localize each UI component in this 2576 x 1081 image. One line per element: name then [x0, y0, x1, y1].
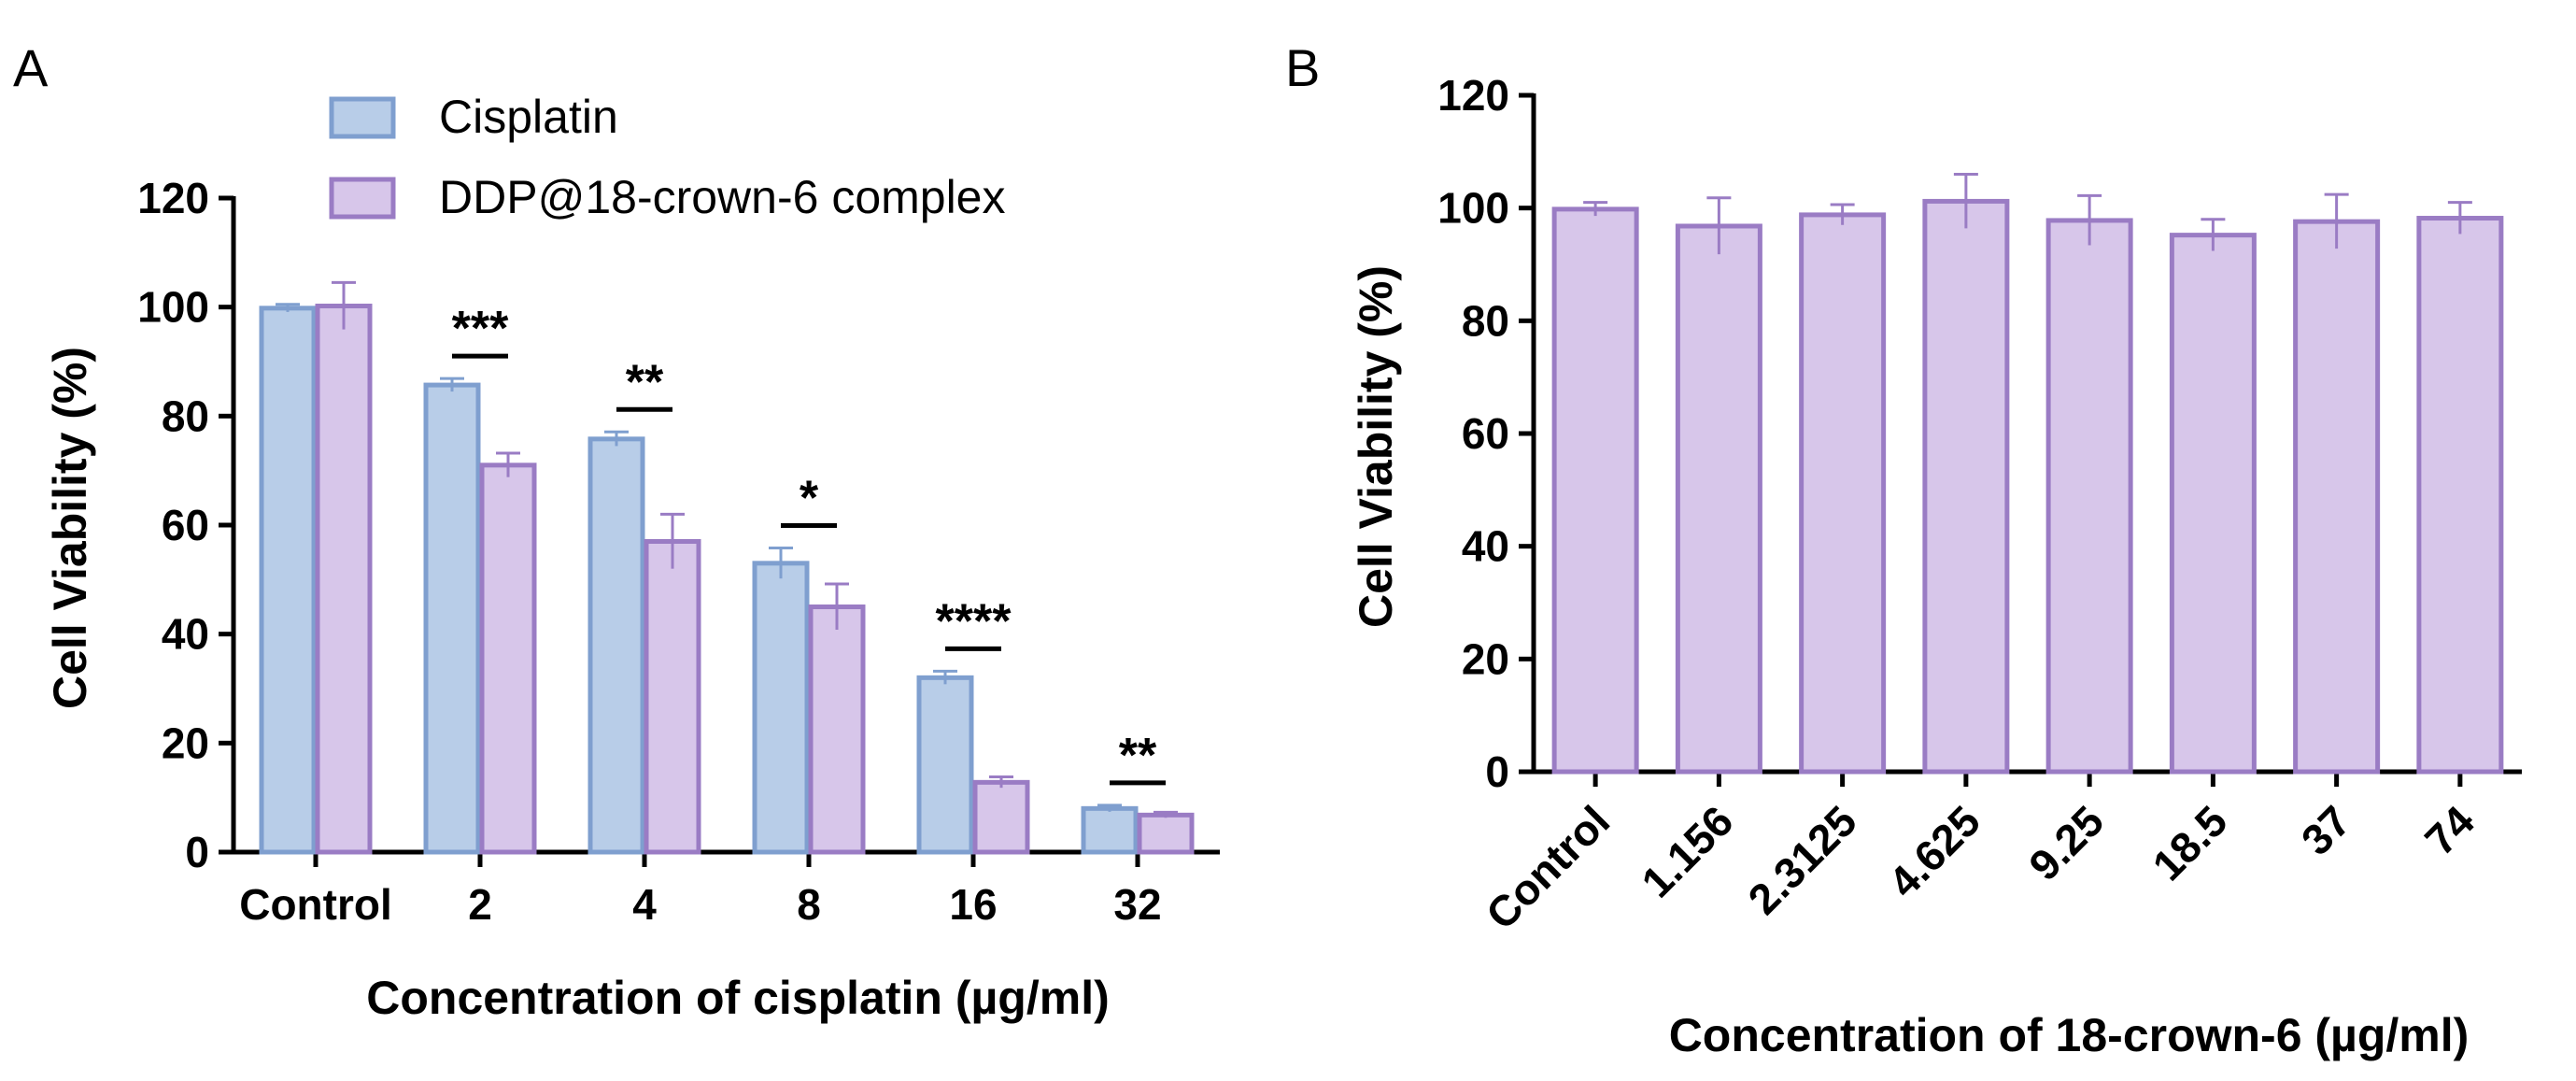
panel-b-letter: B: [1285, 38, 1320, 97]
panel-b-bar: [2169, 233, 2257, 775]
panel-b-bar: [1799, 212, 1887, 775]
panel-a-x-tick-label: 16: [949, 880, 997, 929]
panel-b-y-tick-label: 100: [1437, 184, 1509, 233]
panel-a-bar-complex: [972, 779, 1030, 855]
panel-b-bar: [1675, 223, 1762, 775]
panel-a-y-tick-label: 120: [137, 174, 209, 222]
panel-a-y-tick-label: 0: [185, 828, 209, 876]
panel-a-y-tick-label: 20: [162, 718, 209, 767]
panel-a-bar-cisplatin: [752, 561, 810, 855]
panel-a-x-axis-title: Concentration of cisplatin (µg/ml): [366, 972, 1109, 1024]
panel-a-letter: A: [13, 38, 49, 97]
panel-a-significance-label: ****: [936, 594, 1012, 648]
panel-b-y-axis-title: Cell Viability (%): [1350, 265, 1402, 628]
panel-a-bar-complex: [808, 605, 866, 855]
panel-a-significance-label: ***: [452, 302, 509, 356]
panel-a-y-tick-label: 60: [162, 501, 209, 549]
panel-b-y-tick-label: 80: [1462, 296, 1509, 345]
legend-swatch-cisplatin: [329, 96, 396, 139]
panel-a-bar-cisplatin: [1081, 805, 1139, 855]
panel-a-y-tick-label: 80: [162, 391, 209, 440]
panel-a-significance-label: **: [626, 355, 664, 409]
panel-b-bar: [1551, 206, 1639, 775]
legend-label-complex: DDP@18-crown-6 complex: [439, 171, 1006, 223]
panel-a-bar-complex: [315, 304, 373, 855]
panel-b-y-tick-label: 60: [1462, 409, 1509, 458]
panel-a-legend: Cisplatin DDP@18-crown-6 complex: [329, 91, 1006, 223]
panel-a-x-tick-label: 32: [1113, 880, 1161, 929]
legend-label-cisplatin: Cisplatin: [439, 91, 618, 143]
panel-b-x-axis-title: Concentration of 18-crown-6 (µg/ml): [1669, 1009, 2470, 1061]
panel-b-y-tick-label: 20: [1462, 634, 1509, 683]
panel-a-bar-cisplatin: [916, 675, 974, 855]
panel-a-significance-label: *: [800, 472, 819, 526]
panel-a-x-tick-label: 2: [468, 880, 492, 929]
legend-swatch-complex: [329, 177, 396, 220]
panel-a-bar-cisplatin: [259, 306, 317, 855]
panel-b-bars: [1551, 172, 2504, 775]
panel-b-bar: [1922, 198, 2010, 775]
panel-b-y-tick-label: 40: [1462, 522, 1509, 571]
panel-b-bar: [2045, 218, 2133, 775]
panel-b-bar: [2416, 216, 2504, 775]
panel-b-bar: [2293, 219, 2381, 775]
panel-a-y-tick-label: 100: [137, 283, 209, 332]
panel-a-bar-complex: [479, 462, 537, 855]
panel-a-y-axis-title: Cell Viability (%): [44, 347, 96, 709]
panel-a-significance: ************: [452, 302, 1166, 786]
panel-a-x-tick-label: 4: [632, 880, 657, 929]
panel-a-bar-complex: [644, 539, 701, 855]
panel-a: A Cisplatin DDP@18-crown-6 complex 0 20 40 6…: [13, 38, 1220, 1024]
panel-b-y-tick-label: 0: [1485, 747, 1509, 796]
panel-b-y-tick-label: 120: [1437, 71, 1509, 120]
panel-a-x-tick-label: 8: [797, 880, 821, 929]
panel-a-x-tick-label: Control: [239, 880, 392, 929]
panel-a-significance-label: **: [1119, 729, 1157, 783]
panel-a-axes: 0 20 40 60 80 100 120 Control 2 4 8 16 32: [137, 174, 1220, 929]
panel-a-bar-cisplatin: [423, 382, 481, 855]
panel-a-bars: [259, 280, 1195, 855]
panel-a-bar-complex: [1137, 812, 1195, 855]
panel-a-y-tick-label: 40: [162, 610, 209, 659]
panel-a-bar-cisplatin: [587, 436, 645, 855]
